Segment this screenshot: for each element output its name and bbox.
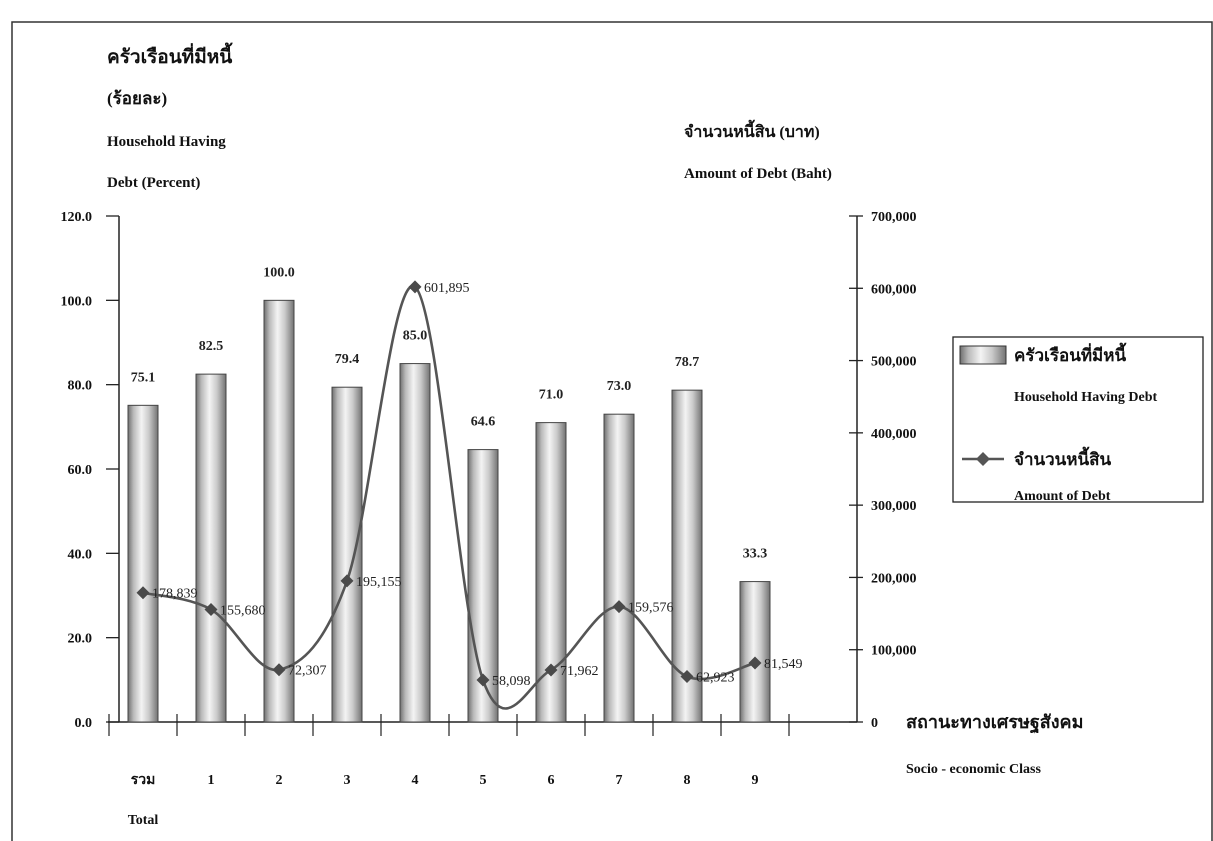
line-series: 178,839 155,680 72,307 195,155 601,895 58,098… — [136, 280, 803, 710]
x-axis-category-label: 2 — [276, 773, 283, 788]
chart-border — [11, 21, 1213, 841]
left-axis-ticks: 0.0 20.0 40.0 60.0 80.0 100.0 120.0 — [61, 210, 119, 731]
line-point-marker — [340, 574, 354, 588]
right-axis-tick-label: 100,000 — [871, 644, 917, 659]
x-axis-ticks: รวม 1 2 3 4 5 6 7 8 9 Total — [108, 714, 790, 828]
line-value-label: 62,923 — [696, 671, 735, 686]
bar — [127, 404, 159, 723]
bar-value-label: 73.0 — [607, 379, 632, 394]
bar-value-label: 100.0 — [263, 265, 295, 280]
x-axis-category-label: 4 — [412, 773, 419, 788]
bar — [195, 373, 227, 723]
left-axis-tick-label: 60.0 — [68, 463, 93, 478]
legend-bar-label-en: Household Having Debt — [1014, 390, 1157, 405]
line-point-marker — [748, 656, 762, 670]
bar-value-label: 64.6 — [471, 415, 496, 430]
line-value-label: 81,549 — [764, 657, 803, 672]
left-axis-tick-label: 0.0 — [75, 716, 93, 731]
bar-value-label: 33.3 — [743, 547, 768, 562]
bar-value-label: 78.7 — [675, 355, 700, 370]
right-axis-tick-label: 600,000 — [871, 282, 917, 297]
legend-line-label-thai: จำนวนหนี้สิน — [1014, 446, 1111, 469]
bar-value-label: 85.0 — [403, 329, 428, 344]
left-axis-tick-label: 20.0 — [68, 632, 93, 647]
right-axis-title-thai: จำนวนหนี้สิน (บาท) — [684, 119, 820, 141]
left-axis-title-en-line1: Household Having — [107, 134, 226, 150]
left-axis-title-en-line2: Debt (Percent) — [107, 175, 200, 191]
line-point-marker — [272, 663, 286, 677]
line-value-label: 159,576 — [628, 601, 674, 616]
left-axis-tick-label: 80.0 — [68, 379, 93, 394]
x-axis-category-label: 3 — [344, 773, 351, 788]
bar-value-label: 79.4 — [335, 352, 360, 367]
bar — [739, 581, 771, 723]
legend: ครัวเรือนที่มีหนี้ Household Having Debt… — [952, 336, 1204, 504]
line-value-label: 178,839 — [152, 587, 198, 602]
line-point-marker — [544, 663, 558, 677]
line-point-marker — [408, 280, 422, 294]
bar — [399, 363, 431, 723]
bar-value-label: 82.5 — [199, 339, 224, 354]
line-value-label: 72,307 — [288, 664, 327, 679]
left-axis-title-thai: ครัวเรือนที่มีหนี้ — [107, 42, 234, 68]
bar — [331, 386, 363, 723]
legend-diamond-marker — [976, 452, 990, 466]
x-axis-category-label: 1 — [208, 773, 215, 788]
right-axis-tick-label: 500,000 — [871, 355, 917, 370]
legend-bar-label-thai: ครัวเรือนที่มีหนี้ — [1014, 342, 1126, 365]
bar — [263, 299, 295, 723]
legend-bar-swatch — [959, 345, 1007, 365]
debt-line — [142, 285, 756, 710]
line-point-marker — [680, 670, 694, 684]
left-axis-unit-thai: (ร้อยละ) — [107, 89, 167, 108]
right-axis-tick-label: 0 — [871, 716, 878, 731]
legend-line-label-en: Amount of Debt — [1014, 489, 1111, 504]
line-value-label: 601,895 — [424, 281, 470, 296]
line-value-label: 195,155 — [356, 575, 402, 590]
line-value-label: 155,680 — [220, 603, 266, 618]
bar — [467, 449, 499, 723]
x-axis-category-label: 7 — [616, 773, 623, 788]
x-axis-category-label: รวม — [131, 773, 156, 788]
x-axis-category-label: 8 — [684, 773, 691, 788]
bar-series: 75.1 82.5 100.0 79.4 85.0 64.6 71.0 73.0 78.7 33.… — [127, 265, 771, 723]
line-value-label: 71,962 — [560, 664, 599, 679]
x-axis-category-label: 9 — [752, 773, 759, 788]
left-axis-tick-label: 120.0 — [61, 210, 93, 225]
x-axis-title-thai: สถานะทางเศรษฐสังคม — [906, 712, 1083, 734]
line-point-marker — [204, 602, 218, 616]
bar-value-label: 71.0 — [539, 388, 564, 403]
right-axis-tick-label: 400,000 — [871, 427, 917, 442]
x-axis-category-label: 5 — [480, 773, 487, 788]
left-axis-tick-label: 100.0 — [61, 294, 93, 309]
left-axis-tick-label: 40.0 — [68, 547, 93, 562]
line-point-marker — [476, 673, 490, 687]
x-axis-title-en: Socio - economic Class — [906, 762, 1041, 777]
line-point-marker — [612, 600, 626, 614]
bar — [671, 389, 703, 723]
right-axis-tick-label: 200,000 — [871, 571, 917, 586]
right-axis-title-en: Amount of Debt (Baht) — [684, 166, 832, 182]
line-value-label: 58,098 — [492, 674, 531, 689]
bar-value-label: 75.1 — [131, 370, 156, 385]
x-axis-category-sublabel: Total — [128, 813, 159, 828]
right-axis-ticks: 0 100,000 200,000 300,000 400,000 500,000 600,… — [849, 210, 917, 731]
x-axis-category-label: 6 — [548, 773, 555, 788]
line-point-marker — [136, 586, 150, 600]
bar — [603, 413, 635, 723]
right-axis-tick-label: 700,000 — [871, 210, 917, 225]
right-axis-tick-label: 300,000 — [871, 499, 917, 514]
